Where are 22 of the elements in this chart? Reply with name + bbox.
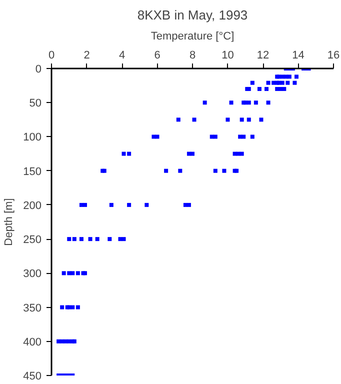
x-tick-label: 6 [154, 50, 160, 62]
x-tick-label: 10 [222, 50, 234, 62]
y-tick-label: 450 [23, 370, 42, 382]
x-tick-label: 2 [84, 50, 90, 62]
y-tick-label: 150 [23, 166, 42, 178]
x-tick-label: 16 [327, 50, 340, 62]
y-tick-label: 400 [23, 336, 42, 348]
y-axis-title: Depth [m] [3, 198, 16, 246]
y-tick-label: 0 [35, 64, 42, 76]
x-tick-label: 8 [189, 50, 196, 62]
y-tick-label: 250 [23, 234, 42, 246]
chart-title: 8KXB in May, 1993 [137, 8, 248, 22]
x-axis-title: Temperature [°C] [150, 30, 234, 42]
y-tick-label: 300 [23, 268, 42, 280]
x-tick-label: 4 [118, 50, 126, 62]
x-tick-label: 0 [48, 50, 55, 62]
y-tick-label: 50 [29, 98, 42, 110]
y-tick-label: 350 [23, 302, 42, 314]
y-tick-label: 100 [23, 132, 42, 144]
x-tick-label: 14 [292, 50, 304, 62]
y-tick-label: 200 [23, 200, 42, 212]
x-tick-label: 12 [256, 50, 270, 62]
